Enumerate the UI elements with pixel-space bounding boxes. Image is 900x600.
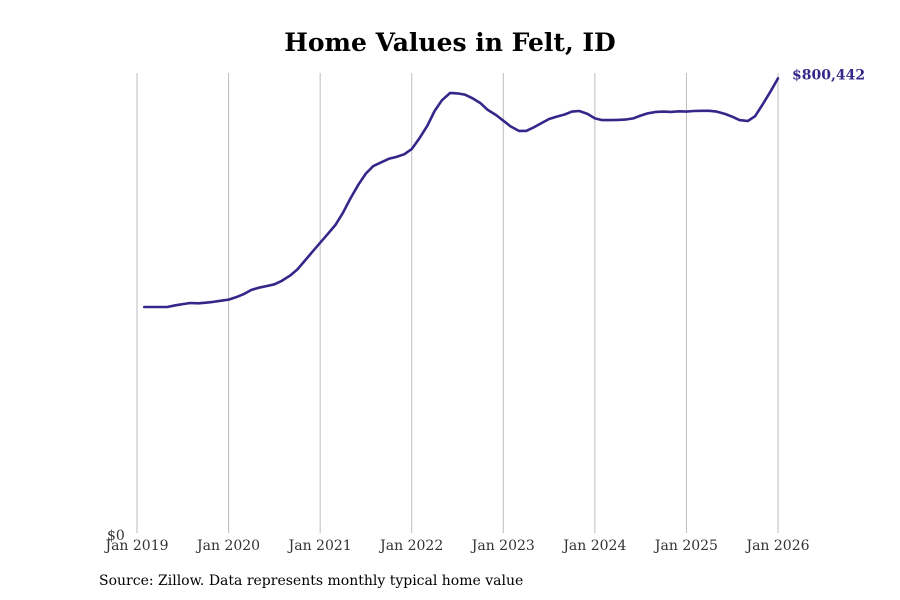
- x-tick-label: Jan 2019: [103, 538, 168, 554]
- x-tick-label: Jan 2020: [195, 538, 260, 554]
- x-tick-label: Jan 2024: [561, 538, 626, 554]
- x-tick-label: Jan 2022: [378, 538, 443, 554]
- y-axis-ticks: $0: [107, 528, 125, 544]
- x-tick-label: Jan 2021: [287, 538, 352, 554]
- x-tick-label: Jan 2026: [744, 538, 809, 554]
- x-tick-label: Jan 2023: [470, 538, 535, 554]
- x-tick-label: Jan 2025: [653, 538, 718, 554]
- x-axis-ticks: Jan 2019 Jan 2020 Jan 2021 Jan 2022 Jan 2023…: [103, 538, 809, 554]
- source-note: Source: Zillow. Data represents monthly …: [99, 573, 524, 589]
- series-line-0: [143, 77, 780, 309]
- end-value-label: $800,442: [792, 67, 865, 83]
- series-layer: [143, 77, 780, 309]
- y-tick-label: $0: [107, 528, 125, 544]
- grid-lines: [136, 73, 779, 533]
- chart-title: Home Values in Felt, ID: [284, 28, 616, 57]
